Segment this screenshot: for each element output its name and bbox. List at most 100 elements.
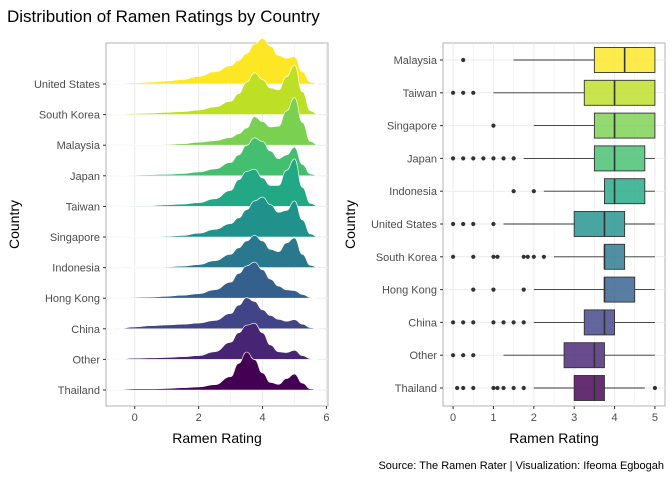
boxplot-boxes xyxy=(450,47,658,401)
boxplot-y-tick-label: Singapore xyxy=(387,121,437,133)
boxplot-outlier-point xyxy=(491,221,496,227)
boxplot-y-tick-label: Hong Kong xyxy=(382,285,437,297)
boxplot-outlier-point xyxy=(531,254,536,259)
boxplot-other xyxy=(450,342,655,369)
boxplot-outlier-point xyxy=(471,156,476,161)
boxplot-y-tick-labels: Thailand Other China Hong Kong South Korea Un… xyxy=(371,55,443,395)
boxplot-hong-kong xyxy=(471,276,655,303)
boxplot-box xyxy=(593,145,646,172)
boxplot-y-tick-label: United States xyxy=(371,219,438,231)
boxplot-x-tick-label: 2 xyxy=(531,412,537,424)
boxplot-y-tick-label: Indonesia xyxy=(389,186,438,198)
ridgeline-y-tick-label: China xyxy=(71,324,101,336)
ridgeline-y-tick-label: Taiwan xyxy=(66,201,100,213)
ridge-density-indonesia xyxy=(109,234,319,268)
ridge-density-united-states xyxy=(109,38,319,85)
ridgeline-y-tick-label: Indonesia xyxy=(52,263,101,275)
ridgeline-y-tick-label: Thailand xyxy=(58,385,100,397)
ridgeline-panel: Thailand Other China Hong Kong Indonesia Sing… xyxy=(6,38,329,446)
ridgeline-x-tick-labels: 0 2 4 6 xyxy=(132,406,329,424)
ridge-density-taiwan xyxy=(109,158,319,207)
ridge-density-thailand xyxy=(109,351,319,391)
boxplot-outlier-point xyxy=(461,221,466,227)
boxplot-outlier-point xyxy=(491,320,496,325)
boxplot-south-korea xyxy=(450,243,655,270)
boxplot-box xyxy=(573,375,605,401)
boxplot-outlier-point xyxy=(450,156,456,161)
ridgeline-x-tick-label: 6 xyxy=(323,412,329,424)
ridge-density-china xyxy=(109,297,319,330)
ridgeline-x-tick-label: 4 xyxy=(259,412,265,424)
boxplot-outlier-point xyxy=(461,90,466,95)
boxplot-y-tick-label: South Korea xyxy=(376,252,438,264)
boxplot-y-axis-title: Country xyxy=(342,200,358,249)
boxplot-box xyxy=(563,342,605,369)
ridge-density-singapore xyxy=(109,196,319,238)
boxplot-outlier-point xyxy=(511,320,516,325)
boxplot-outlier-point xyxy=(521,320,526,325)
boxplot-thailand xyxy=(455,375,658,401)
boxplot-x-tick-label: 3 xyxy=(571,412,577,424)
boxplot-x-tick-label: 0 xyxy=(450,412,456,424)
boxplot-outlier-point xyxy=(471,353,476,358)
ridgeline-y-tick-label: United States xyxy=(34,79,101,91)
boxplot-x-tick-label: 1 xyxy=(490,412,496,424)
boxplot-outlier-point xyxy=(541,254,547,259)
boxplot-outlier-point xyxy=(491,123,496,128)
boxplot-x-axis-title: Ramen Rating xyxy=(509,430,599,446)
boxplot-outlier-point xyxy=(491,254,496,259)
boxplot-outlier-point xyxy=(501,385,506,391)
ridgeline-x-tick-label: 0 xyxy=(132,412,138,424)
figure-caption: Source: The Ramen Rater | Visualization:… xyxy=(378,460,664,472)
boxplot-outlier-point xyxy=(461,353,466,358)
boxplot-y-tick-label: Malaysia xyxy=(394,55,438,67)
ridgeline-y-axis-title: Country xyxy=(6,200,22,249)
boxplot-box xyxy=(593,112,656,139)
boxplot-malaysia xyxy=(461,47,656,73)
boxplot-box xyxy=(583,79,656,106)
ridgeline-x-tick-label: 2 xyxy=(196,412,202,424)
boxplot-outlier-point xyxy=(511,385,516,391)
boxplot-outlier-point xyxy=(525,254,530,259)
boxplot-outlier-point xyxy=(471,90,476,95)
boxplot-outlier-point xyxy=(491,287,496,292)
boxplot-outlier-point xyxy=(521,254,526,259)
boxplot-box xyxy=(604,178,646,205)
ridge-density-malaysia xyxy=(109,97,319,146)
ridgeline-y-tick-labels: Thailand Other China Hong Kong Indonesia Sing… xyxy=(34,79,106,397)
boxplot-outlier-point xyxy=(491,156,496,161)
ridgeline-y-tick-label: Singapore xyxy=(50,232,100,244)
boxplot-outlier-point xyxy=(471,385,476,391)
boxplot-japan xyxy=(450,145,655,172)
boxplot-panel: Thailand Other China Hong Kong South Korea Un… xyxy=(342,42,666,446)
boxplot-outlier-point xyxy=(495,254,500,259)
boxplot-china xyxy=(450,309,655,336)
boxplot-taiwan xyxy=(450,79,656,106)
boxplot-outlier-point xyxy=(471,287,476,292)
boxplot-outlier-point xyxy=(481,156,486,161)
boxplot-outlier-point xyxy=(521,287,526,292)
ridgeline-y-tick-label: Malaysia xyxy=(57,140,101,152)
boxplot-y-tick-label: Other xyxy=(409,350,437,362)
ridgeline-x-axis-title: Ramen Rating xyxy=(172,430,262,446)
boxplot-outlier-point xyxy=(501,320,506,325)
boxplot-x-tick-labels: 0 1 2 3 4 5 xyxy=(450,406,658,424)
boxplot-x-tick-label: 5 xyxy=(652,412,658,424)
boxplot-outlier-point xyxy=(471,320,476,325)
ridge-density-japan xyxy=(109,137,319,177)
boxplot-y-tick-label: Thailand xyxy=(395,383,437,395)
boxplot-outlier-point xyxy=(450,353,456,358)
boxplot-y-tick-label: China xyxy=(408,317,438,329)
boxplot-y-tick-label: Taiwan xyxy=(403,88,437,100)
boxplot-outlier-point xyxy=(455,385,460,391)
boxplot-outlier-point xyxy=(501,156,506,161)
boxplot-box xyxy=(583,309,615,336)
ridge-density-hong-kong xyxy=(109,261,319,299)
ridge-density-south-korea xyxy=(109,64,319,115)
boxplot-outlier-point xyxy=(461,320,466,325)
boxplot-outlier-point xyxy=(461,385,466,391)
boxplot-outlier-point xyxy=(450,221,456,227)
boxplot-box xyxy=(573,211,626,237)
boxplot-box xyxy=(604,243,626,270)
boxplot-box xyxy=(604,276,636,303)
